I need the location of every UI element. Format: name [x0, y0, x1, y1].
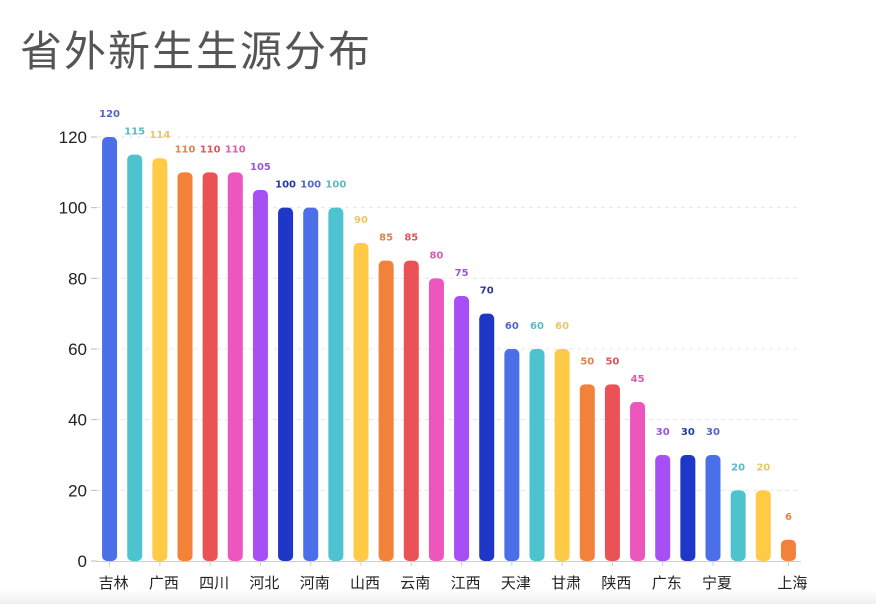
bar[interactable]: [428, 278, 444, 561]
bar[interactable]: [152, 158, 168, 561]
data-label: 80: [429, 250, 443, 261]
x-tick-label: 上海: [777, 574, 807, 592]
data-label: 100: [275, 180, 296, 191]
x-tick-label: 山西: [350, 574, 380, 592]
data-label: 85: [379, 233, 393, 244]
y-tick-label: 0: [78, 552, 87, 571]
data-label: 60: [530, 321, 544, 332]
bar[interactable]: [353, 243, 369, 561]
bar[interactable]: [454, 296, 470, 561]
chart-title: 省外新生生源分布: [20, 27, 373, 76]
x-tick-label: 广西: [149, 574, 179, 592]
x-tick-label: 陕西: [601, 574, 631, 592]
data-label: 85: [404, 233, 418, 244]
data-label: 50: [580, 356, 594, 367]
bar[interactable]: [755, 490, 771, 561]
y-axis: 0 20 40 60 80 100 120: [59, 128, 97, 571]
y-tick-label: 80: [68, 269, 87, 288]
bar[interactable]: [177, 172, 193, 562]
data-label: 114: [149, 130, 170, 141]
bar[interactable]: [252, 190, 268, 561]
data-label: 30: [706, 427, 720, 438]
x-tick-label: 吉林: [99, 574, 129, 592]
x-tick-label: 宁夏: [702, 574, 732, 592]
bar[interactable]: [278, 207, 294, 561]
data-label: 50: [605, 356, 619, 367]
data-label: 45: [631, 374, 645, 385]
bar[interactable]: [630, 402, 646, 561]
bar[interactable]: [378, 260, 394, 561]
bar[interactable]: [202, 172, 218, 562]
bar[interactable]: [655, 455, 671, 561]
bar[interactable]: [328, 207, 344, 561]
bar[interactable]: [303, 207, 319, 561]
x-axis: 吉林 广西 四川 河北 河南 山西 云南 江西 天津 甘肃 陕西 广东 宁夏 上海: [97, 561, 807, 592]
data-label: 110: [225, 144, 246, 155]
x-tick-label: 云南: [400, 574, 430, 592]
y-tick-label: 100: [59, 199, 87, 218]
data-label: 100: [300, 180, 321, 191]
bar[interactable]: [604, 384, 620, 561]
data-label: 60: [505, 321, 519, 332]
bars: [102, 137, 796, 562]
y-tick-label: 20: [68, 481, 87, 500]
x-tick-label: 广东: [652, 574, 682, 592]
bar[interactable]: [403, 260, 419, 561]
x-tick-label: 天津: [501, 574, 531, 592]
bar[interactable]: [705, 455, 721, 561]
bar[interactable]: [479, 313, 495, 561]
data-label: 30: [681, 427, 695, 438]
data-label: 20: [756, 462, 770, 473]
y-tick-label: 40: [68, 411, 87, 430]
bar[interactable]: [554, 349, 570, 561]
data-label: 20: [731, 462, 745, 473]
data-label: 105: [250, 162, 271, 173]
bar[interactable]: [579, 384, 595, 561]
bar[interactable]: [529, 349, 545, 561]
gridlines: [97, 136, 801, 491]
x-tick-label: 河南: [300, 574, 330, 592]
data-label: 120: [99, 109, 120, 120]
x-tick-label: 江西: [451, 574, 481, 592]
x-tick-label: 甘肃: [551, 574, 581, 592]
data-label: 100: [325, 180, 346, 191]
data-label: 60: [555, 321, 569, 332]
bar[interactable]: [227, 172, 243, 562]
data-label: 6: [785, 512, 792, 523]
bar[interactable]: [127, 154, 143, 561]
bottom-fade: [0, 590, 876, 604]
bar[interactable]: [102, 137, 118, 561]
data-label: 110: [175, 144, 196, 155]
data-label: 90: [354, 215, 368, 226]
bar[interactable]: [680, 455, 696, 561]
bar[interactable]: [504, 349, 520, 561]
data-label: 115: [124, 127, 145, 138]
bar[interactable]: [730, 490, 746, 561]
y-tick-label: 120: [59, 128, 87, 147]
data-label: 75: [455, 268, 469, 279]
data-label: 30: [656, 427, 670, 438]
y-tick-label: 60: [68, 340, 87, 359]
data-label: 70: [480, 286, 494, 297]
x-tick-label: 河北: [249, 574, 279, 592]
data-label: 110: [200, 144, 221, 155]
data-labels: 120 115 114 110 110 110 105 100 100 100 90 85 85 80 75…: [99, 109, 792, 523]
bar[interactable]: [780, 539, 796, 561]
x-tick-label: 四川: [199, 574, 229, 592]
